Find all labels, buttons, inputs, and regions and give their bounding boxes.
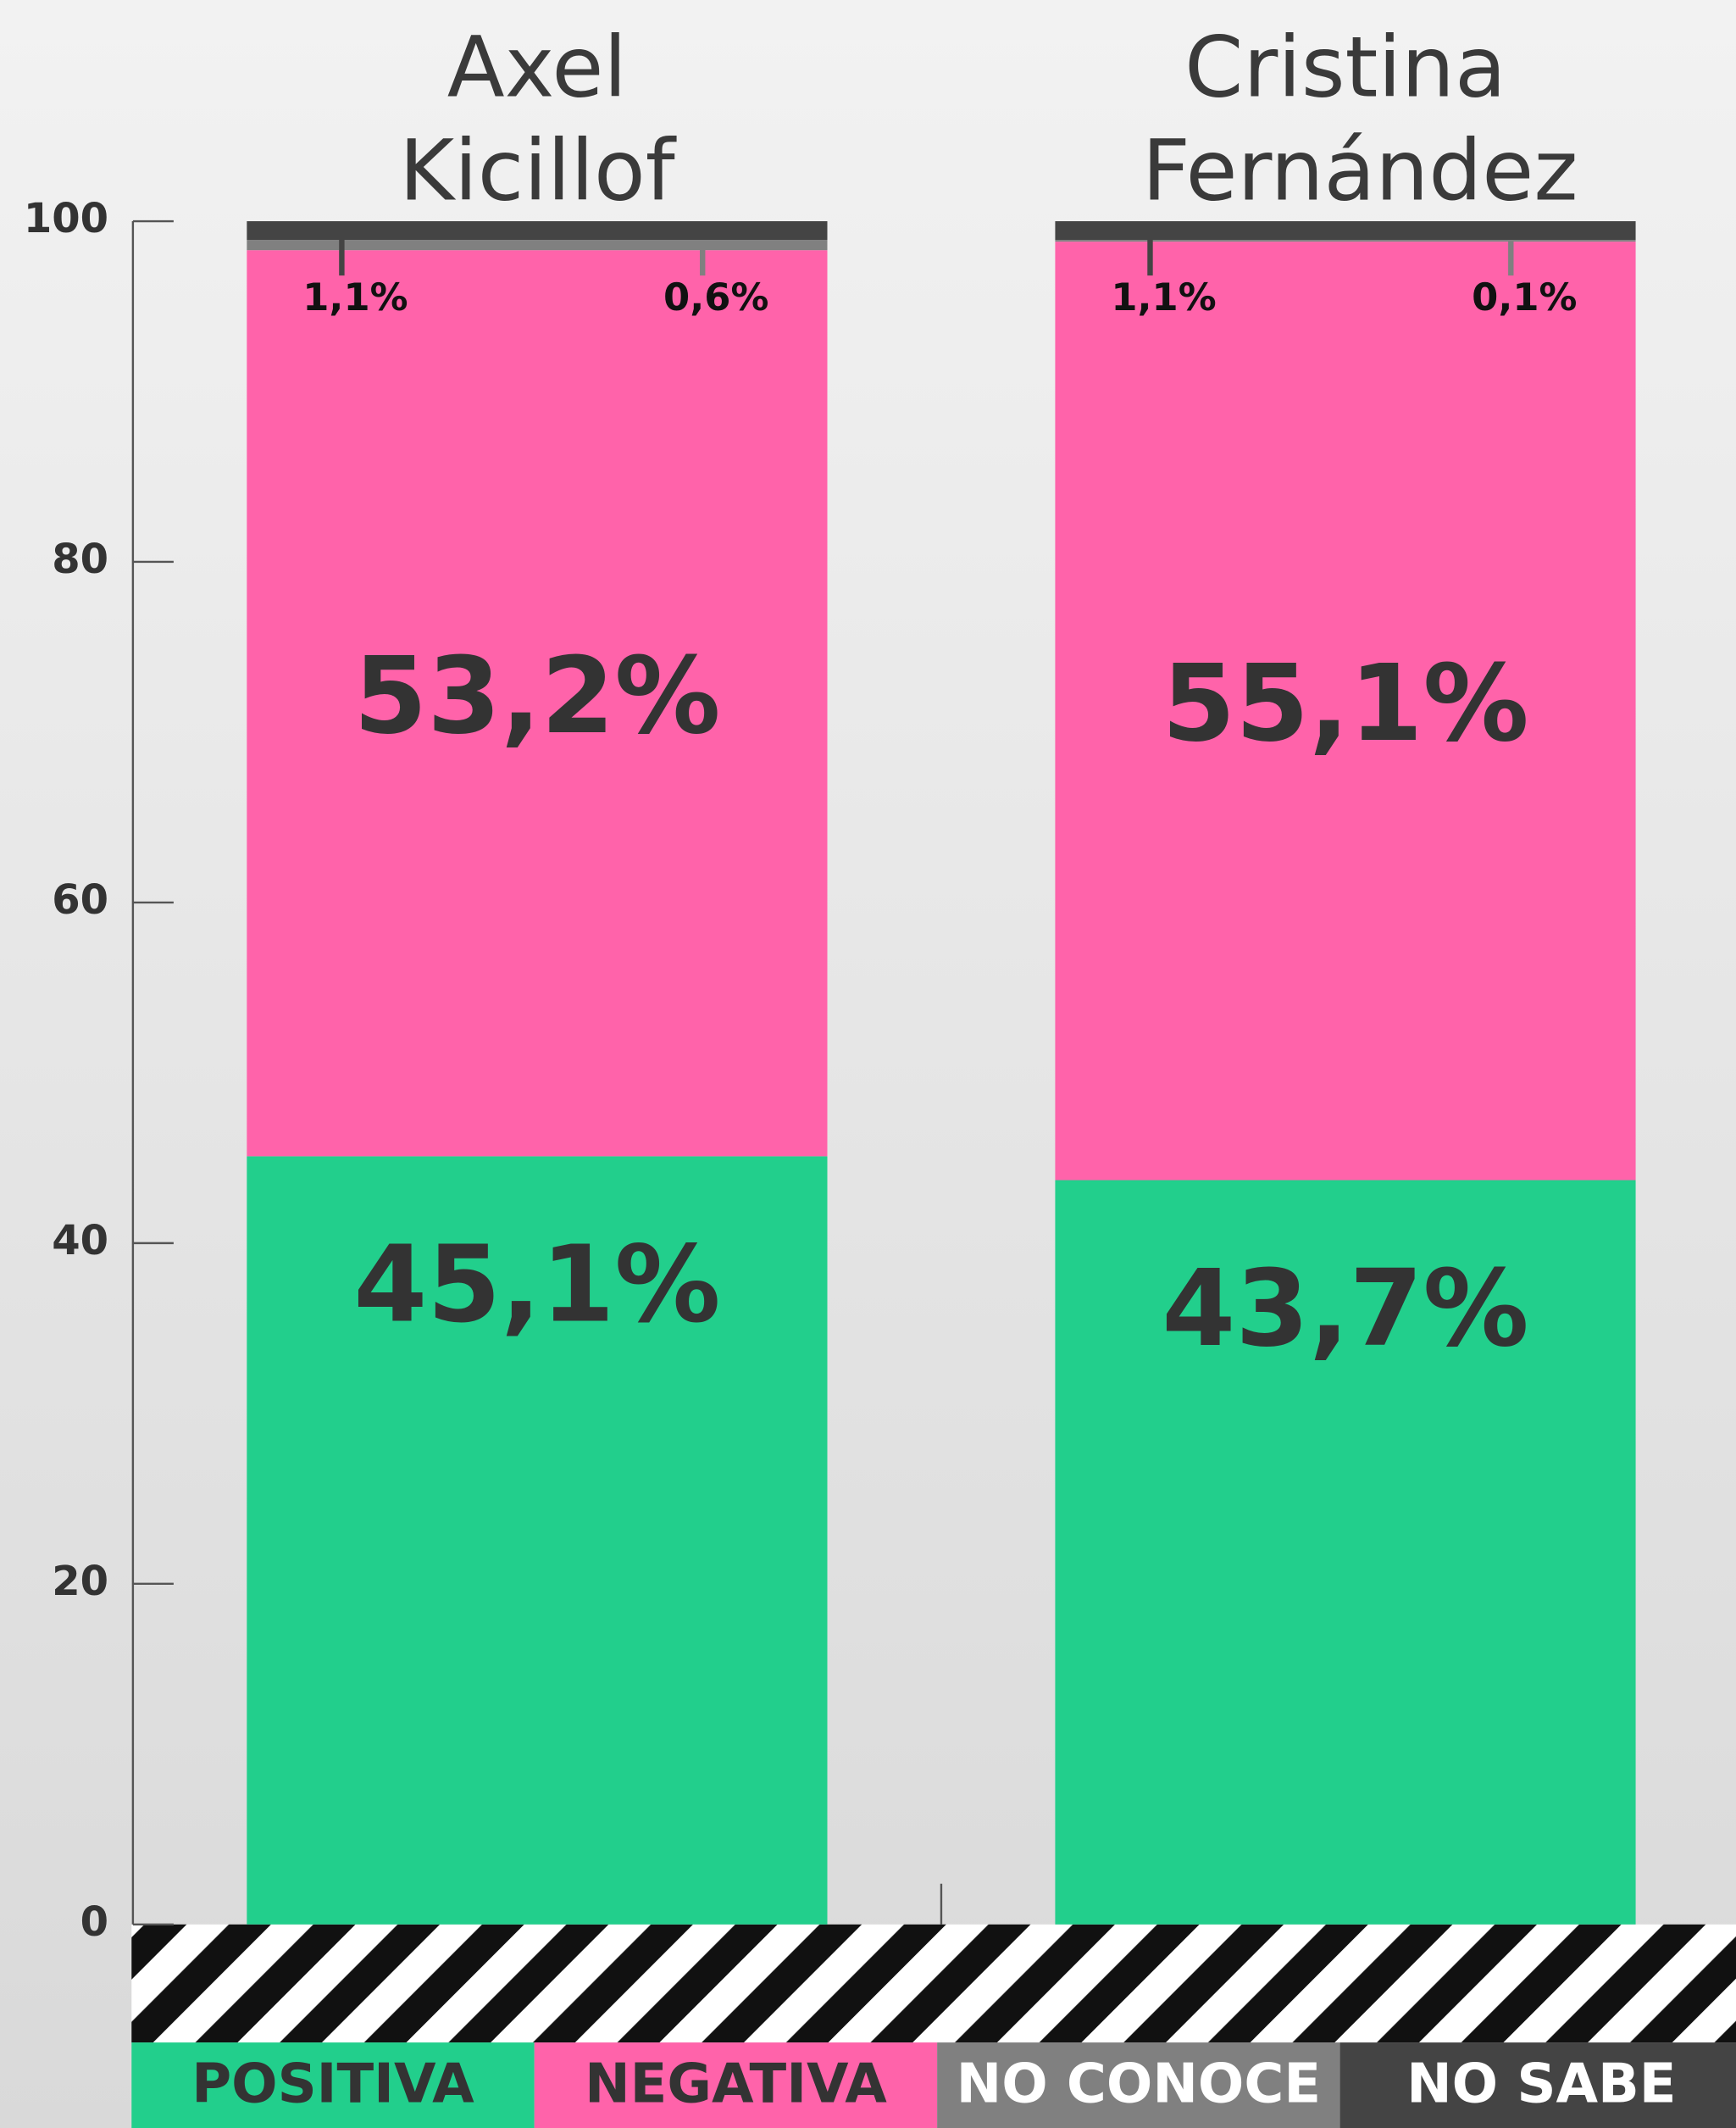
legend-label: POSITIVA	[191, 2053, 474, 2116]
y-tick-label: 100	[24, 195, 108, 242]
bar-segment	[1055, 221, 1635, 240]
value-label: 53,2%	[353, 635, 720, 758]
value-label: 43,7%	[1162, 1247, 1528, 1370]
value-label: 0,6%	[663, 275, 768, 319]
legend-label: NO SABE	[1406, 2053, 1676, 2116]
stripe-band	[131, 1925, 1736, 2042]
category-label: Axel Kicillof	[334, 16, 740, 222]
bar-segment	[1055, 240, 1635, 242]
bar-segment	[247, 221, 827, 240]
y-tick-label: 0	[80, 1898, 108, 1946]
value-label: 55,1%	[1162, 642, 1528, 765]
y-tick-label: 20	[52, 1558, 108, 1605]
value-label: 0,1%	[1472, 275, 1577, 319]
value-label: 1,1%	[1111, 275, 1216, 319]
value-label: 45,1%	[353, 1224, 720, 1347]
value-label: 1,1%	[302, 275, 408, 319]
legend-label: NEGATIVA	[585, 2053, 887, 2116]
category-label: Cristina Fernández	[1142, 16, 1549, 222]
bar-segment	[247, 240, 827, 250]
y-tick-label: 60	[52, 876, 108, 924]
y-tick-label: 40	[52, 1217, 108, 1264]
chart: 0 20 40 60 80 100 45,1% 53,2% 0,6% 1,1% 43,7% 55,1%…	[0, 0, 1736, 2128]
legend-label: NO CONOCE	[957, 2053, 1321, 2116]
y-tick-label: 80	[52, 536, 108, 583]
chart-canvas: 0 20 40 60 80 100 45,1% 53,2% 0,6% 1,1% 43,7% 55,1%…	[0, 0, 1736, 2128]
